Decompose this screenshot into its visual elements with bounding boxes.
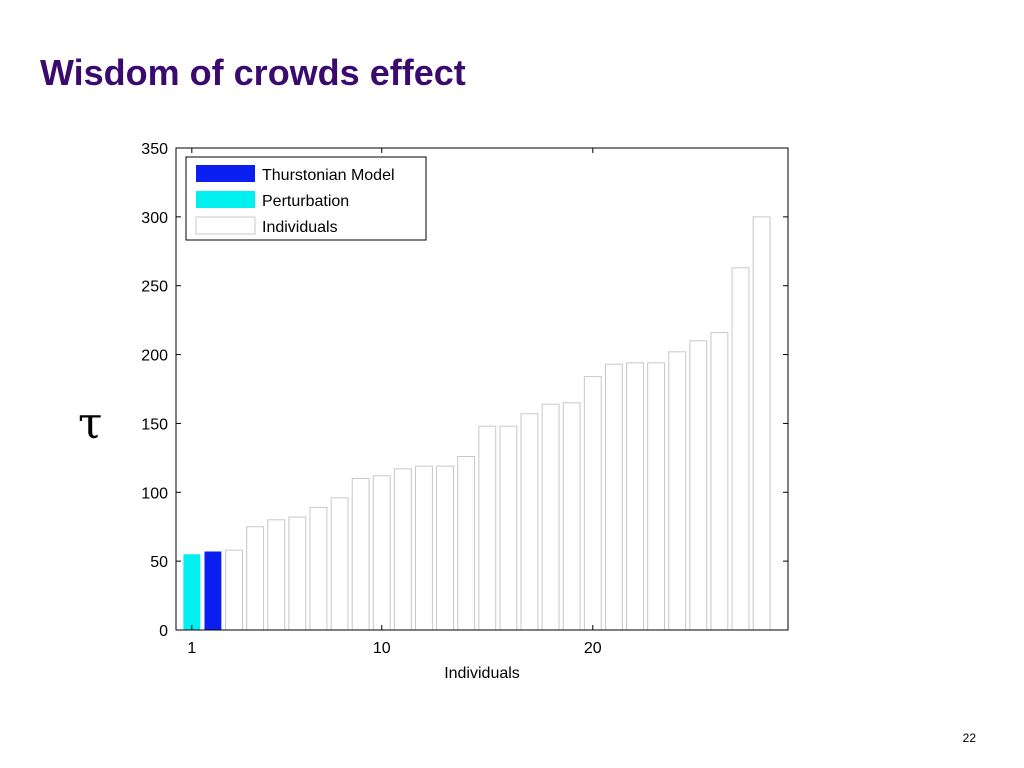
legend-label-thurstonian: Thurstonian Model: [262, 167, 395, 184]
y-tick-label: 350: [141, 141, 168, 158]
bar-individuals-11: [393, 468, 412, 631]
bar-individuals-9: [351, 478, 370, 631]
bar-perturbation-1: [183, 554, 201, 630]
legend: Thurstonian Model Perturbation Individuals: [185, 156, 427, 241]
bar-individuals-12: [415, 465, 433, 631]
bars-group: [183, 216, 771, 631]
plot-frame: [175, 147, 789, 631]
x-tick-label: 10: [373, 640, 391, 657]
y-tick-label: 50: [150, 554, 168, 571]
bar-individuals-15: [478, 425, 497, 631]
bar-individuals-19: [562, 402, 581, 631]
bar-individuals-5: [267, 519, 286, 631]
bar-individuals-21: [604, 363, 623, 631]
bar-individuals-27: [731, 267, 750, 631]
y-axis-label: τ: [78, 398, 103, 449]
page-number: 22: [962, 731, 976, 745]
bar-individuals-7: [309, 506, 328, 631]
bar-individuals-16: [499, 425, 518, 631]
x-axis-label: Individuals: [444, 665, 520, 682]
bar-individuals-26: [710, 332, 729, 631]
bar-individuals-18: [541, 403, 560, 631]
bar-individuals-4: [246, 526, 265, 631]
legend-label-individuals: Individuals: [262, 219, 338, 236]
bar-chart: 0 50 100 150 200 250 300 350 1 10 20 Thurstonian M…: [141, 141, 789, 682]
legend-swatch-perturbation: [196, 191, 255, 208]
y-tick-label: 250: [141, 279, 168, 296]
bar-individuals-3: [225, 549, 243, 631]
bar-thurstonian-2: [204, 551, 222, 630]
bar-individuals-22: [626, 362, 644, 631]
y-tick-label: 300: [141, 210, 168, 227]
bar-individuals-25: [689, 340, 708, 631]
bar-individuals-17: [520, 413, 539, 631]
bar-individuals-6: [288, 516, 307, 631]
y-tick-label: 200: [141, 348, 168, 365]
y-tick-label: 150: [141, 416, 168, 433]
slide-title: Wisdom of crowds effect: [40, 52, 466, 93]
legend-label-perturbation: Perturbation: [262, 193, 349, 210]
x-tick-label: 20: [584, 640, 602, 657]
bar-individuals-10: [372, 475, 391, 631]
bar-individuals-20: [583, 376, 602, 631]
bar-individuals-23: [647, 362, 666, 631]
y-tick-label: 0: [159, 623, 168, 640]
bar-individuals-14: [457, 455, 476, 631]
bar-individuals-8: [330, 497, 349, 631]
bar-individuals-28: [752, 216, 771, 631]
x-tick-label: 1: [187, 640, 196, 657]
bar-individuals-24: [668, 351, 687, 631]
bar-individuals-13: [436, 465, 455, 631]
axes-group: 0 50 100 150 200 250 300 350 1 10 20: [141, 141, 788, 657]
legend-swatch-thurstonian: [196, 165, 255, 182]
y-tick-label: 100: [141, 485, 168, 502]
legend-swatch-individuals: [195, 216, 256, 235]
